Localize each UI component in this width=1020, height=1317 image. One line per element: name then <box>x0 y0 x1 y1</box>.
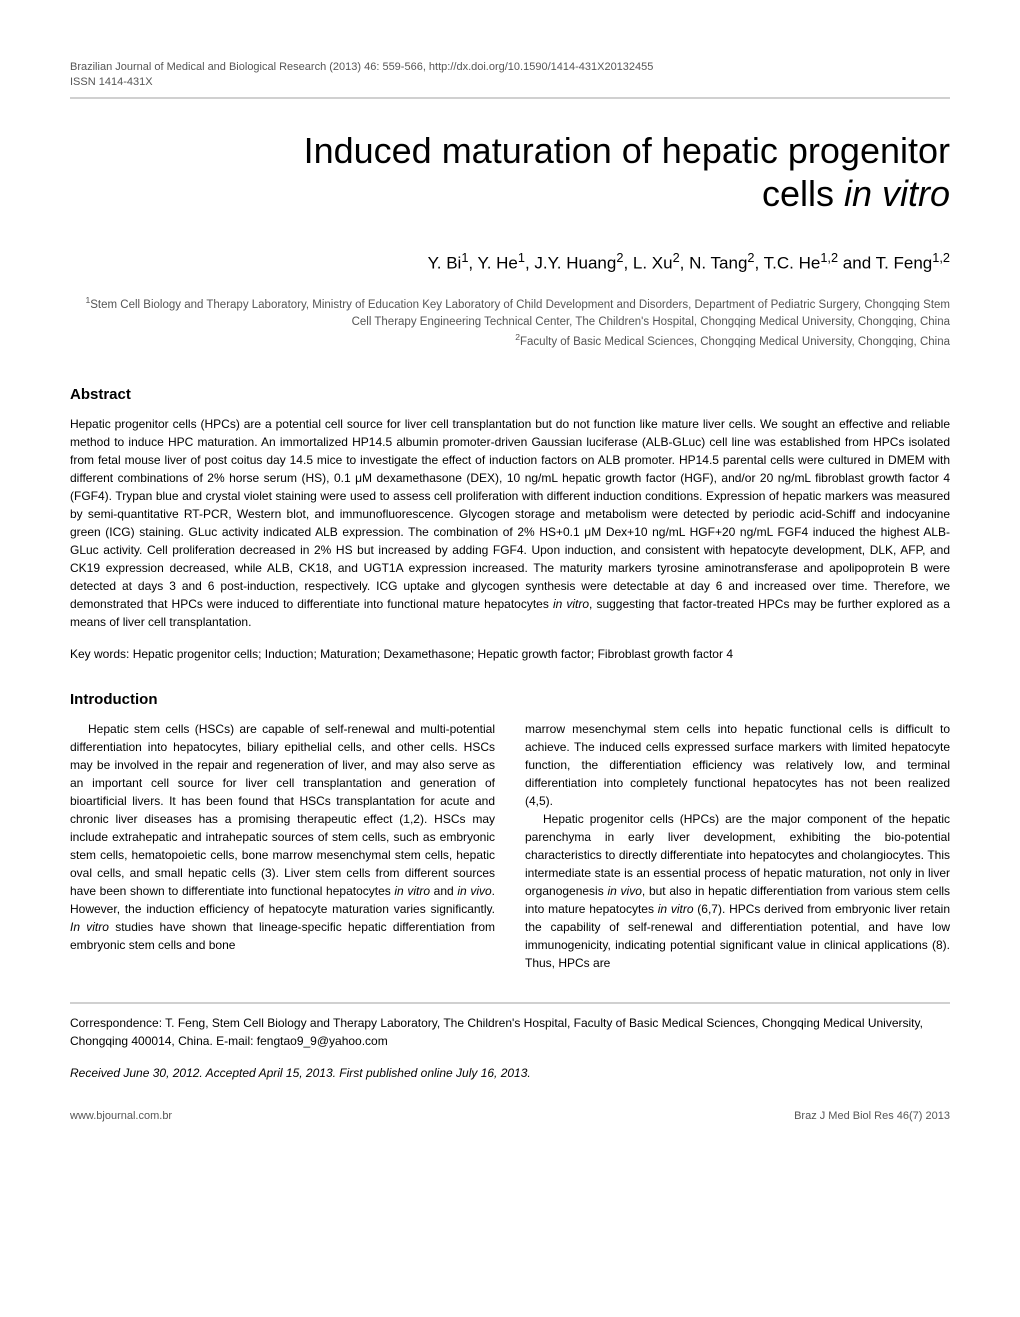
article-title: Induced maturation of hepatic progenitor… <box>70 129 950 215</box>
footer-left: www.bjournal.com.br <box>70 1110 172 1122</box>
affiliation-1: 1Stem Cell Biology and Therapy Laborator… <box>70 294 950 331</box>
intro-para-1: Hepatic stem cells (HSCs) are capable of… <box>70 720 495 954</box>
page-footer: www.bjournal.com.br Braz J Med Biol Res … <box>70 1110 950 1122</box>
intro-column-right: marrow mesenchymal stem cells into hepat… <box>525 720 950 972</box>
authors-line: Y. Bi1, Y. He1, J.Y. Huang2, L. Xu2, N. … <box>70 250 950 274</box>
abstract-body: Hepatic progenitor cells (HPCs) are a po… <box>70 415 950 631</box>
introduction-heading: Introduction <box>70 691 950 708</box>
keywords-line: Key words: Hepatic progenitor cells; Ind… <box>70 647 950 661</box>
affiliations: 1Stem Cell Biology and Therapy Laborator… <box>70 294 950 351</box>
intro-para-2: marrow mesenchymal stem cells into hepat… <box>525 720 950 810</box>
affiliation-2: 2Faculty of Basic Medical Sciences, Chon… <box>70 331 950 351</box>
introduction-columns: Hepatic stem cells (HSCs) are capable of… <box>70 720 950 972</box>
title-line-1: Induced maturation of hepatic progenitor <box>304 130 950 171</box>
footer-divider <box>70 1002 950 1004</box>
correspondence: Correspondence: T. Feng, Stem Cell Biolo… <box>70 1014 950 1050</box>
received-dates: Received June 30, 2012. Accepted April 1… <box>70 1066 950 1080</box>
title-line-2-prefix: cells <box>762 173 844 214</box>
journal-citation: Brazilian Journal of Medical and Biologi… <box>70 60 950 75</box>
journal-issn: ISSN 1414-431X <box>70 75 950 90</box>
abstract-heading: Abstract <box>70 386 950 403</box>
title-block: Induced maturation of hepatic progenitor… <box>70 129 950 215</box>
footer-right: Braz J Med Biol Res 46(7) 2013 <box>794 1110 950 1122</box>
title-line-2-italic: in vitro <box>844 173 950 214</box>
intro-para-3: Hepatic progenitor cells (HPCs) are the … <box>525 810 950 972</box>
header-divider <box>70 97 950 99</box>
intro-column-left: Hepatic stem cells (HSCs) are capable of… <box>70 720 495 972</box>
journal-header: Brazilian Journal of Medical and Biologi… <box>70 60 950 91</box>
